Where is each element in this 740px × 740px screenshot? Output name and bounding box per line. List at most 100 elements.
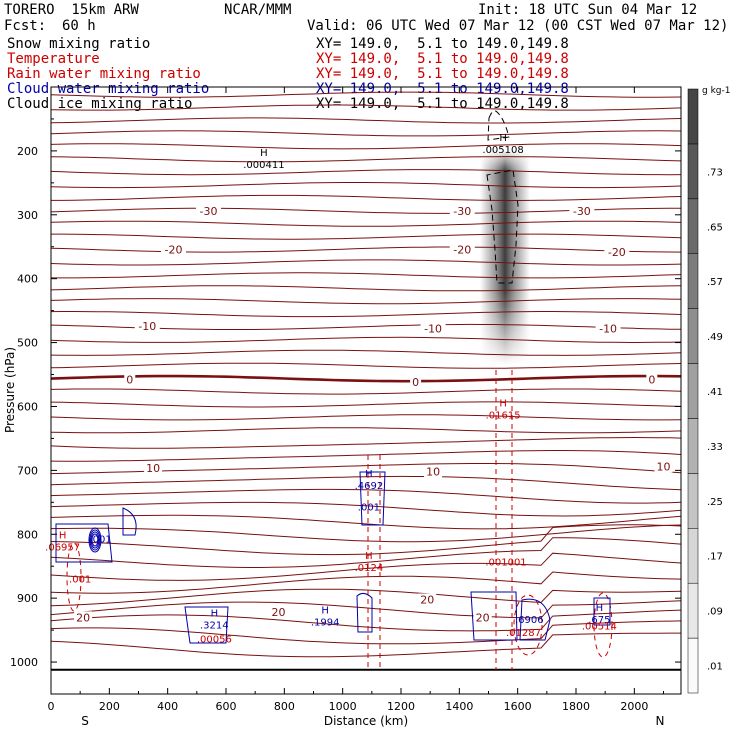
x-end-right: N: [656, 714, 665, 728]
temperature-label-bg: [196, 204, 221, 217]
y-tick-label: 800: [17, 528, 38, 541]
maximum-value: .675: [588, 615, 610, 626]
isotherm-line: [51, 362, 681, 369]
field-name: Cloud water mixing ratio: [7, 81, 210, 97]
temperature-label: 10: [657, 461, 671, 474]
colorbar-tick-label: .33: [707, 442, 723, 453]
y-tick-label: 700: [17, 464, 38, 477]
isotherm-line: [51, 91, 681, 98]
isotherm-line: [51, 488, 681, 504]
snow-shading: [480, 150, 530, 365]
maximum-value: .1994: [311, 618, 340, 629]
maximum-value: .001: [89, 535, 111, 546]
temperature-label-bg: [144, 461, 163, 474]
maximum-value: .06957: [45, 542, 80, 553]
temperature-label-bg: [124, 373, 136, 386]
maximum-value: .000411: [243, 160, 284, 171]
x-tick-label: 1800: [562, 700, 590, 713]
isotherm-line: [51, 298, 681, 305]
isotherm-line: [51, 537, 681, 568]
isotherm-line: [51, 514, 681, 530]
temperature-label-bg: [420, 322, 446, 335]
x-tick-label: 800: [274, 700, 295, 713]
colorbar-segment: [687, 528, 699, 584]
maximum-value: .6906: [515, 615, 544, 626]
maximum-marker: H: [499, 399, 507, 410]
cloud-water-contour: [91, 533, 99, 547]
temperature-label-bg: [161, 243, 186, 256]
colorbar-segment: [687, 198, 699, 254]
x-tick-label: 400: [157, 700, 178, 713]
temperature-label: 20: [476, 611, 490, 624]
y-axis-label: Pressure (hPa): [3, 347, 17, 433]
isotherm-line: [51, 571, 681, 594]
field-xy: XY= 149.0, 5.1 to 149.0,149.8: [316, 51, 569, 67]
temperature-label: -20: [608, 246, 626, 259]
x-tick-label: 2000: [620, 700, 648, 713]
temperature-label-bg: [569, 204, 595, 217]
isotherm-line: [51, 388, 681, 395]
colorbar-segment: [687, 473, 699, 529]
isotherm-line: [51, 501, 681, 517]
colorbar-tick-label: .57: [707, 277, 723, 288]
cloud-ice-contour: [486, 169, 519, 284]
y-tick-label: 600: [17, 400, 38, 413]
maximum-value: .001001: [485, 558, 526, 569]
field-name: Snow mixing ratio: [7, 36, 151, 52]
isotherm-line: [51, 272, 681, 279]
colorbar-segment: [687, 363, 699, 419]
maximum-value: .4692: [355, 481, 384, 492]
colorbar-segment: [687, 308, 699, 364]
isotherm-line: [51, 117, 681, 124]
temperature-label: -10: [599, 323, 617, 336]
isotherm-line: [51, 414, 681, 421]
isotherm-line: [51, 632, 681, 658]
x-end-left: S: [81, 714, 89, 728]
temperature-label-bg: [74, 611, 93, 624]
temperature-label-bg: [449, 243, 475, 256]
isotherm-line: [51, 336, 681, 344]
colorbar-segment: [687, 143, 699, 200]
colorbar-tick-label: .73: [707, 167, 723, 178]
isotherm-line: [51, 552, 681, 581]
temperature-label: 20: [420, 593, 434, 606]
isotherm-line: [51, 130, 681, 137]
isotherm-line: [51, 156, 681, 163]
y-tick-label: 500: [17, 337, 38, 350]
isotherm-line: [51, 436, 681, 449]
isotherm-line: [51, 374, 681, 383]
fcst-value: 60 h: [62, 18, 96, 34]
colorbar-segment: [687, 637, 699, 694]
isotherm-line: [51, 104, 681, 111]
field-name: Cloud ice mixing ratio: [7, 96, 193, 112]
rain-contour: [66, 542, 82, 612]
temperature-label: 20: [76, 611, 90, 624]
colorbar-unit: g kg-1: [702, 86, 730, 96]
cloud-water-contour: [55, 523, 113, 563]
temperature-label: 10: [426, 466, 440, 479]
colorbar-segment: [687, 418, 699, 474]
maximum-value: .001: [358, 503, 380, 514]
isotherm-line: [51, 620, 681, 645]
y-tick-label: 400: [17, 273, 38, 286]
maximum-marker: H: [260, 148, 268, 159]
isotherm-line: [51, 182, 681, 189]
temperature-label-bg: [654, 460, 673, 473]
cloud-water-contour: [470, 591, 518, 641]
cloud-water-contour: [356, 592, 373, 633]
maximum-value: .001: [69, 574, 91, 585]
colorbar-tick-label: .65: [707, 222, 723, 233]
isotherm-line: [51, 588, 681, 607]
temperature-label: 0: [126, 374, 133, 387]
field-xy: XY= 149.0, 5.1 to 149.0,149.8: [316, 96, 569, 112]
temperature-label: -30: [573, 205, 591, 218]
maximum-marker: H: [365, 469, 373, 480]
isotherm-line: [51, 475, 681, 491]
temperature-label-bg: [134, 319, 160, 332]
y-tick-label: 1000: [10, 656, 38, 669]
valid-time: Valid: 06 UTC Wed 07 Mar 12 (00 CST Wed …: [307, 18, 729, 34]
temperature-label-bg: [604, 245, 630, 258]
cloud-water-contour: [122, 507, 137, 536]
isotherm-line: [51, 220, 681, 227]
